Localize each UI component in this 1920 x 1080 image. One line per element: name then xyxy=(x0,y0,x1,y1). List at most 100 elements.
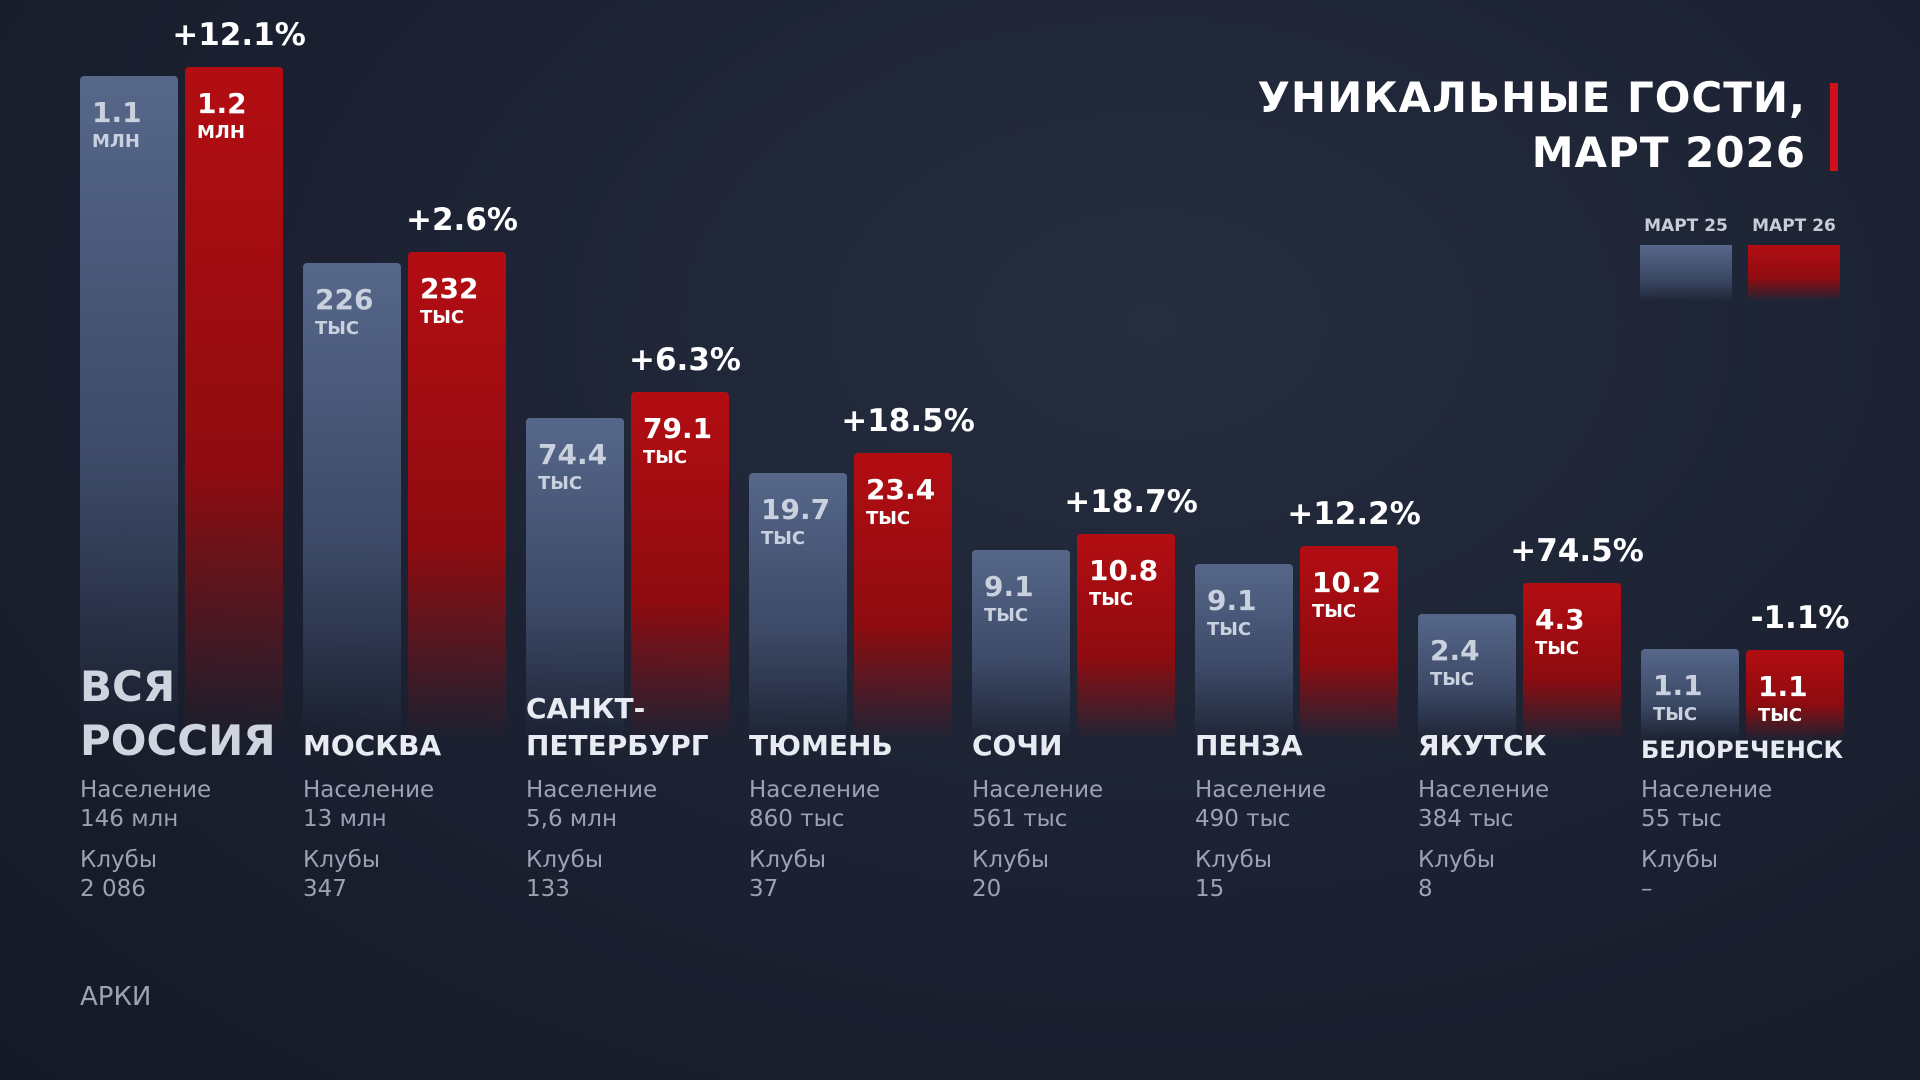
population-label: Население xyxy=(972,777,1104,803)
city-name: СОЧИ xyxy=(972,729,1063,762)
unit-after: ТЫС xyxy=(643,447,688,468)
city-name: ТЮМЕНЬ xyxy=(749,729,893,762)
legend-label: МАРТ 25 xyxy=(1644,216,1728,236)
value-after: 10.8 xyxy=(1089,554,1159,587)
population: 561 тыс xyxy=(972,806,1068,832)
bar-after xyxy=(408,252,506,740)
clubs-label: Клубы xyxy=(972,847,1049,873)
clubs-label: Клубы xyxy=(1641,847,1718,873)
unit-after: ТЫС xyxy=(1312,601,1357,622)
population: 55 тыс xyxy=(1641,806,1722,832)
unit-after: ТЫС xyxy=(1758,705,1803,726)
unit-before: ТЫС xyxy=(1207,619,1252,640)
population: 146 млн xyxy=(80,806,179,832)
unit-before: ТЫС xyxy=(1430,669,1475,690)
value-after: 10.2 xyxy=(1312,566,1382,599)
city-name: БЕЛОРЕЧЕНСК xyxy=(1641,736,1844,764)
clubs-label: Клубы xyxy=(749,847,826,873)
change: -1.1% xyxy=(1750,600,1850,636)
bar-before xyxy=(526,418,624,740)
legend-swatch xyxy=(1748,245,1840,301)
city-name: САНКТ-ПЕТЕРБУРГ xyxy=(526,692,709,762)
population: 860 тыс xyxy=(749,806,845,832)
unit-before: МЛН xyxy=(92,131,140,152)
bar-after xyxy=(185,67,283,740)
city-name: ЯКУТСК xyxy=(1418,729,1547,762)
change: +12.1% xyxy=(172,17,306,53)
clubs-label: Клубы xyxy=(80,847,157,873)
change: +18.5% xyxy=(841,403,975,439)
value-after: 232 xyxy=(420,272,479,305)
bar-after xyxy=(1077,534,1175,740)
clubs: 8 xyxy=(1418,876,1433,902)
population-label: Население xyxy=(1418,777,1550,803)
value-before: 226 xyxy=(315,283,374,316)
bar-after xyxy=(1523,583,1621,740)
population-label: Население xyxy=(1641,777,1773,803)
value-after: 23.4 xyxy=(866,473,936,506)
clubs-label: Клубы xyxy=(303,847,380,873)
clubs-label: Клубы xyxy=(1418,847,1495,873)
value-before: 9.1 xyxy=(1207,584,1257,617)
population: 490 тыс xyxy=(1195,806,1291,832)
value-before: 19.7 xyxy=(761,493,831,526)
population-label: Население xyxy=(303,777,435,803)
unit-before: ТЫС xyxy=(315,318,360,339)
value-before: 1.1 xyxy=(92,96,142,129)
city-name: ПЕНЗА xyxy=(1195,729,1303,762)
legend-label: МАРТ 26 xyxy=(1752,216,1836,236)
bar-before xyxy=(80,76,178,740)
unit-after: ТЫС xyxy=(866,508,911,529)
unit-after: ТЫС xyxy=(1535,638,1580,659)
clubs: 347 xyxy=(303,876,347,902)
value-before: 1.1 xyxy=(1653,669,1703,702)
population: 5,6 млн xyxy=(526,806,617,832)
unit-before: ТЫС xyxy=(984,605,1029,626)
value-before: 9.1 xyxy=(984,570,1034,603)
bar-before xyxy=(749,473,847,740)
value-before: 74.4 xyxy=(538,438,608,471)
unit-after: МЛН xyxy=(197,122,245,143)
bar-after xyxy=(1300,546,1398,740)
bar-before xyxy=(303,263,401,740)
clubs: 133 xyxy=(526,876,570,902)
bar-after xyxy=(631,392,729,740)
value-after: 1.2 xyxy=(197,87,247,120)
footer: АРКИ xyxy=(80,982,152,1012)
change: +12.2% xyxy=(1287,496,1421,532)
bar-before xyxy=(1641,649,1739,740)
bar-before xyxy=(972,550,1070,740)
title-accent xyxy=(1830,83,1838,171)
value-after: 79.1 xyxy=(643,412,713,445)
population: 13 млн xyxy=(303,806,387,832)
clubs: 20 xyxy=(972,876,1002,902)
population: 384 тыс xyxy=(1418,806,1514,832)
population-label: Население xyxy=(80,777,212,803)
unit-before: ТЫС xyxy=(1653,704,1698,725)
change: +2.6% xyxy=(406,202,518,238)
title: УНИКАЛЬНЫЕ ГОСТИ, МАРТ 2026 xyxy=(1257,73,1806,177)
population-label: Население xyxy=(749,777,881,803)
value-after: 1.1 xyxy=(1758,670,1808,703)
bar-after xyxy=(1746,650,1844,740)
change: +18.7% xyxy=(1064,484,1198,520)
clubs: – xyxy=(1641,876,1653,902)
bar-after xyxy=(854,453,952,740)
population-label: Население xyxy=(526,777,658,803)
unit-before: ТЫС xyxy=(538,473,583,494)
city-name: ВСЯ РОССИЯ xyxy=(80,662,276,765)
city-name: МОСКВА xyxy=(303,729,442,762)
clubs-label: Клубы xyxy=(1195,847,1272,873)
clubs: 15 xyxy=(1195,876,1225,902)
unit-before: ТЫС xyxy=(761,528,806,549)
unit-after: ТЫС xyxy=(1089,589,1134,610)
change: +74.5% xyxy=(1510,533,1644,569)
change: +6.3% xyxy=(629,342,741,378)
population-label: Население xyxy=(1195,777,1327,803)
legend-swatch xyxy=(1640,245,1732,301)
value-after: 4.3 xyxy=(1535,603,1585,636)
clubs: 37 xyxy=(749,876,779,902)
bar-before xyxy=(1418,614,1516,740)
unit-after: ТЫС xyxy=(420,307,465,328)
